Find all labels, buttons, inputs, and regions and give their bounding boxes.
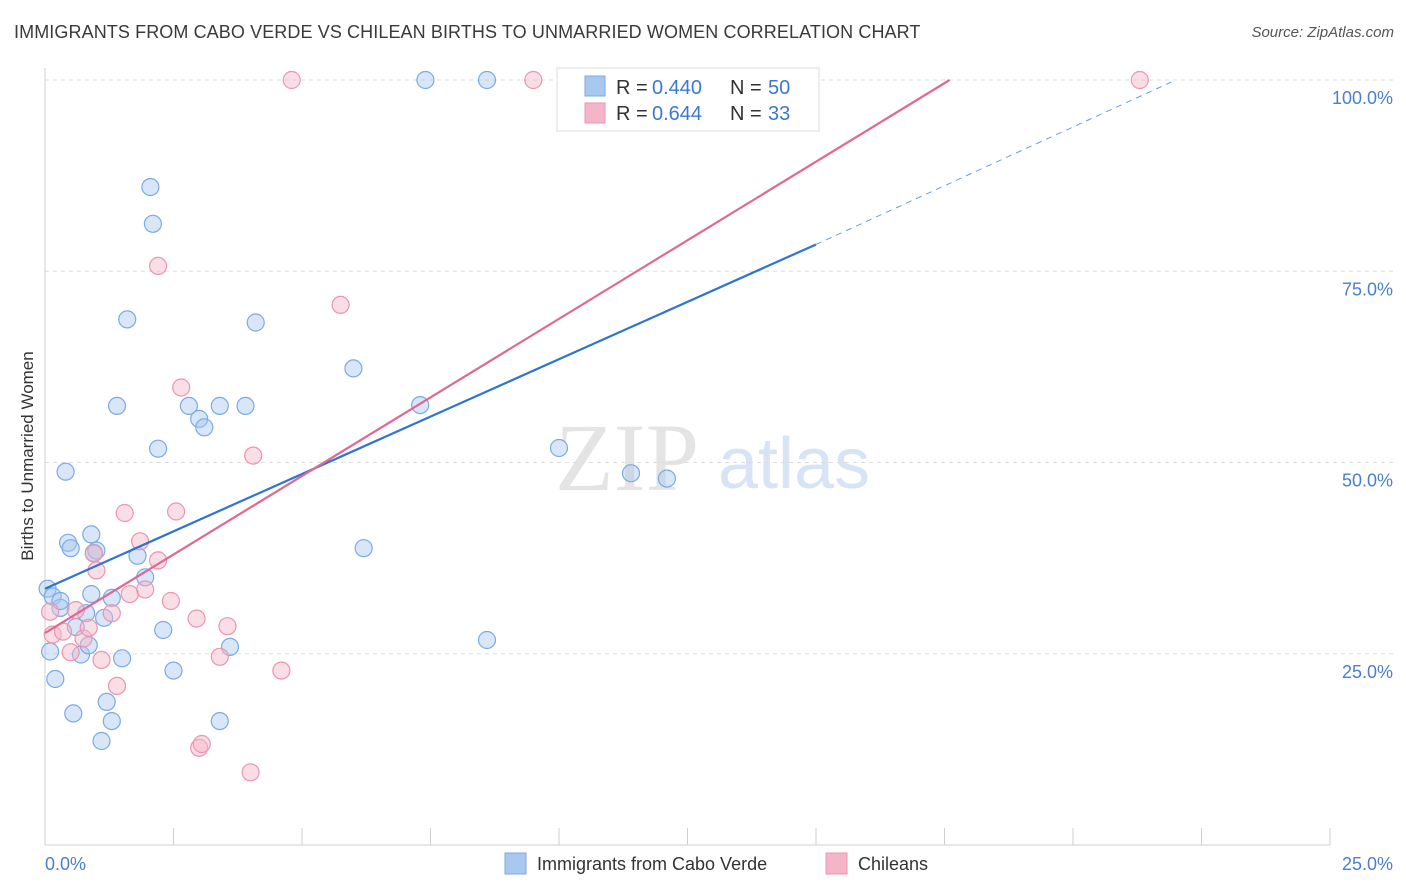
cabo-verde-point-16 (87, 541, 106, 560)
chileans-point-28 (272, 661, 291, 680)
chileans-point-27 (244, 446, 263, 465)
x-tick-label-min: 0.0% (45, 854, 86, 874)
chileans-point-25 (218, 617, 237, 636)
x-tick-label-max: 25.0% (1342, 854, 1393, 874)
cabo-verde-point-13 (82, 584, 101, 604)
trend-lines (44, 79, 1177, 635)
cabo-verde-point-5 (56, 462, 75, 481)
bottom-legend-label-pink: Chileans (858, 854, 928, 874)
x-ticks (44, 828, 1331, 845)
cabo-verde-point-30 (154, 620, 173, 640)
y-tick-label-50: 50.0% (1342, 471, 1393, 491)
chileans-point-26 (241, 763, 260, 782)
chileans-point-17 (149, 256, 168, 275)
cabo-verde-point-46 (549, 438, 569, 458)
cabo-verde-point-28 (143, 214, 162, 233)
cabo-verde-point-43 (416, 70, 435, 90)
chileans-point-9 (92, 650, 111, 670)
cabo-verde-point-19 (97, 692, 116, 712)
chileans-point-8 (87, 561, 106, 580)
correlation-legend: R = 0.440 N = 50 R = 0.644 N = 33 (556, 67, 820, 132)
chileans-point-23 (192, 734, 211, 754)
chileans-point-32 (1130, 70, 1149, 90)
chileans-point-30 (331, 295, 350, 314)
trend-line-cabo-verde-extension (815, 79, 1177, 245)
cabo-verde-point-3 (46, 669, 65, 689)
chileans-point-10 (102, 604, 121, 623)
cabo-verde-point-40 (344, 359, 363, 378)
cabo-verde-point-47 (621, 464, 641, 483)
chileans-point-24 (210, 647, 229, 666)
chileans-point-12 (115, 503, 134, 523)
legend-n-label-1: N = (730, 77, 762, 99)
y-axis-title: Births to Unmarried Women (18, 351, 37, 560)
bottom-legend-swatch-blue (504, 852, 527, 875)
series-chileans-points (40, 70, 1149, 782)
chileans-point-6 (79, 618, 98, 637)
legend-swatch-blue (584, 75, 606, 97)
chileans-point-21 (187, 609, 206, 628)
watermark-zip: ZIP (555, 404, 699, 511)
chileans-point-31 (524, 70, 543, 90)
series-cabo-verde-points (38, 70, 677, 751)
cabo-verde-point-8 (64, 704, 83, 723)
watermark-atlas: atlas (718, 424, 870, 504)
chileans-point-19 (167, 502, 186, 521)
legend-swatch-pink (584, 102, 606, 124)
y-tick-label-25: 25.0% (1342, 662, 1393, 682)
chileans-point-0 (40, 602, 60, 621)
cabo-verde-point-34 (195, 418, 214, 437)
y-tick-label-100: 100.0% (1332, 88, 1393, 108)
cabo-verde-point-4 (51, 598, 70, 618)
cabo-verde-point-36 (210, 396, 229, 415)
trend-line-chileans (44, 79, 951, 635)
cabo-verde-point-39 (246, 313, 265, 332)
bottom-legend-label-blue: Immigrants from Cabo Verde (537, 854, 767, 874)
cabo-verde-point-38 (236, 396, 255, 415)
cabo-verde-point-24 (118, 310, 137, 329)
bottom-legend-swatch-pink (825, 852, 848, 875)
cabo-verde-point-35 (210, 711, 229, 731)
cabo-verde-point-23 (112, 649, 132, 668)
chileans-point-20 (172, 378, 191, 397)
gridlines (45, 79, 1394, 655)
cabo-verde-point-45 (477, 630, 497, 650)
cabo-verde-point-7 (61, 539, 80, 558)
chileans-point-7 (84, 544, 103, 563)
legend-r-value-1: 0.440 (652, 77, 702, 99)
cabo-verde-point-32 (179, 396, 198, 415)
trend-line-cabo-verde (44, 243, 817, 590)
chileans-point-29 (282, 70, 301, 90)
cabo-verde-point-44 (477, 70, 497, 90)
series-legend: Immigrants from Cabo Verde Chileans (504, 852, 928, 875)
cabo-verde-point-1 (40, 642, 60, 661)
cabo-verde-point-27 (141, 178, 160, 197)
legend-n-value-1: 50 (768, 77, 790, 99)
legend-r-label-2: R = (616, 103, 648, 125)
legend-r-value-2: 0.644 (652, 103, 702, 125)
legend-n-label-2: N = (730, 103, 762, 125)
cabo-verde-point-31 (164, 661, 183, 680)
chileans-point-16 (149, 551, 168, 570)
chileans-point-5 (74, 629, 93, 648)
cabo-verde-point-48 (657, 469, 677, 488)
y-tick-labels: 100.0% 75.0% 50.0% 25.0% (1332, 88, 1393, 682)
chileans-point-13 (120, 584, 139, 604)
source-label: Source: ZipAtlas.com (1251, 24, 1394, 41)
chileans-point-11 (107, 676, 127, 696)
cabo-verde-point-29 (149, 439, 168, 458)
cabo-verde-point-22 (107, 396, 127, 415)
chileans-point-3 (61, 643, 80, 662)
legend-n-value-2: 33 (768, 103, 790, 125)
cabo-verde-point-21 (102, 711, 121, 731)
cabo-verde-point-17 (92, 731, 111, 751)
cabo-verde-point-14 (82, 525, 101, 544)
chart-title: IMMIGRANTS FROM CABO VERDE VS CHILEAN BI… (14, 22, 921, 42)
chileans-point-18 (161, 591, 180, 611)
y-tick-label-75: 75.0% (1342, 279, 1393, 299)
legend-r-label-1: R = (616, 77, 648, 99)
chileans-point-15 (136, 580, 155, 599)
cabo-verde-point-41 (354, 539, 373, 558)
